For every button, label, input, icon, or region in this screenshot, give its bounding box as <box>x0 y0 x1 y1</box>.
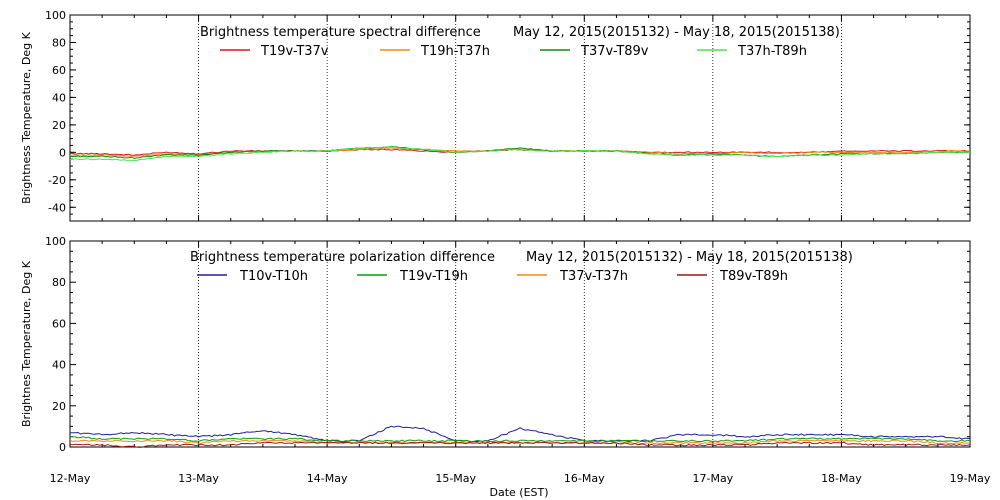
legend-label: T10v-T10h <box>239 269 308 284</box>
x-tick-label: 17-May <box>692 472 733 485</box>
y-tick-label: 80 <box>52 36 66 49</box>
y-tick-label: 0 <box>59 146 66 159</box>
y-tick-label: 60 <box>52 64 66 77</box>
x-tick-label: 12-May <box>50 472 91 485</box>
series-line-t10v-t10h <box>69 425 971 443</box>
chart-date-range: May 12, 2015(2015132) - May 18, 2015(201… <box>513 25 840 40</box>
series-line-t37h-t89h <box>69 146 971 162</box>
series-line-t19v-t19h <box>69 436 971 443</box>
x-tick-label: 13-May <box>178 472 219 485</box>
chart-title: Brightness temperature polarization diff… <box>190 250 495 265</box>
y-tick-label: -20 <box>48 174 66 187</box>
legend-label: T19v-T19h <box>399 269 468 284</box>
x-tick-label: 18-May <box>821 472 862 485</box>
y-tick-label: 60 <box>52 317 66 330</box>
legend-label: T19v-T37v <box>260 44 329 59</box>
legend-label: T19h-T37h <box>420 44 490 59</box>
chart-title: Brightness temperature spectral differen… <box>200 25 481 40</box>
x-tick-label: 19-May <box>950 472 991 485</box>
y-tick-label: 40 <box>52 359 66 372</box>
series-line-t89v-t89h <box>69 441 971 448</box>
legend-label: T37h-T89h <box>737 44 807 59</box>
y-axis-label: Brightness Temperature, Deg K <box>20 31 33 203</box>
y-tick-label: 0 <box>59 441 66 454</box>
x-axis-label: Date (EST) <box>489 486 548 499</box>
x-tick-label: 15-May <box>435 472 476 485</box>
x-tick-label: 14-May <box>307 472 348 485</box>
y-tick-label: 20 <box>52 400 66 413</box>
y-tick-label: 100 <box>45 9 66 22</box>
x-tick-label: 16-May <box>564 472 605 485</box>
chart-date-range: May 12, 2015(2015132) - May 18, 2015(201… <box>526 250 853 265</box>
polarization-difference-panel: 12-May 13-May 14-May 15-May 16-May 17-May 18-M… <box>20 235 991 485</box>
y-tick-label: 40 <box>52 91 66 104</box>
y-axis-label: Brightnes Temperature, Deg K <box>20 260 33 427</box>
y-tick-label: 80 <box>52 276 66 289</box>
y-tick-label: 20 <box>52 119 66 132</box>
legend-label: T37v-T89v <box>580 44 649 59</box>
y-tick-label: 100 <box>45 235 66 248</box>
spectral-difference-panel: -40 -20 0 20 40 60 80 100 Brightness Temperature… <box>20 9 971 222</box>
legend-label: T37v-T37h <box>559 269 628 284</box>
legend-label: T89v-T89h <box>719 269 788 284</box>
y-tick-label: -40 <box>48 201 66 214</box>
